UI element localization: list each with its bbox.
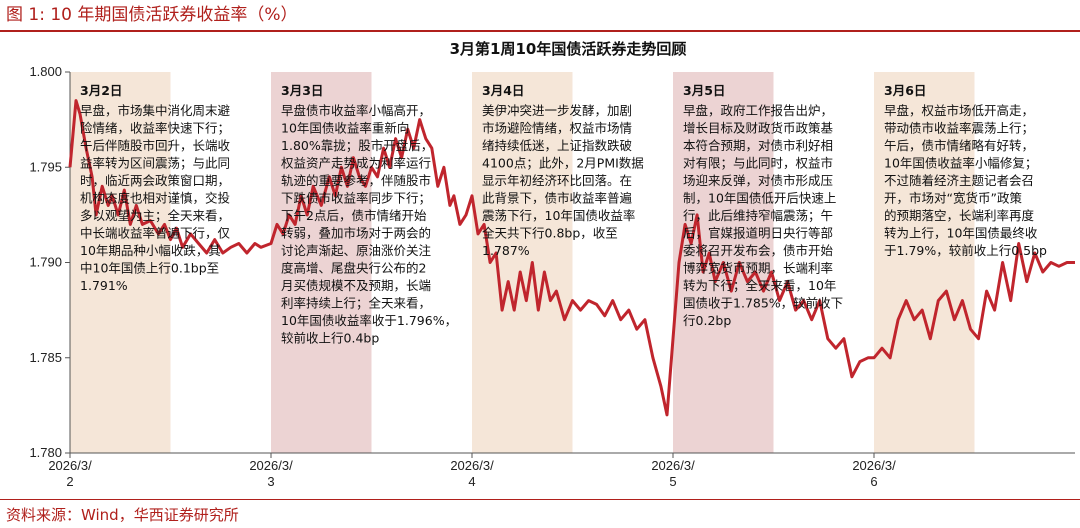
x-tick-label: 3	[267, 474, 274, 489]
annotation-date: 3月6日	[884, 83, 926, 98]
annotation-line: 早盘，权益市场低开高走，	[884, 103, 1034, 118]
annotation-line: 较前收上行0.4bp	[281, 331, 379, 346]
annotation-line: 讨论声渐起、原油涨价关注	[281, 243, 432, 258]
annotation-line: 绪持续低迷，上证指数跌破	[482, 138, 632, 153]
x-tick-label: 2	[66, 474, 73, 489]
title-rule	[0, 30, 1080, 32]
annotation-line: 10年国债收益率重新向	[281, 121, 409, 136]
x-tick-label: 6	[870, 474, 877, 489]
band-0	[70, 72, 171, 453]
annotation-line: 早盘，政府工作报告出炉，	[683, 103, 833, 118]
annotation-line: 4100点；此外，2月PMI数据	[482, 156, 644, 171]
x-tick-label: 2026/3/	[48, 458, 92, 473]
annotation-line: 10年国债收益率收于1.796%，	[281, 313, 457, 328]
annotation-line: 1.80%靠拢；股市开盘后，	[281, 138, 433, 153]
annotation-line: 带动债市收益率震荡上行；	[884, 121, 1034, 136]
annotation-line: 委将召开发布会，债市开始	[683, 243, 834, 258]
annotation-line: 午后，债市情绪略有好转，	[884, 138, 1034, 153]
y-tick-label: 1.795	[29, 159, 62, 174]
annotation-line: 险情绪，收益率快速下行；	[80, 121, 230, 136]
annotation-date: 3月2日	[80, 83, 122, 98]
band-5	[572, 72, 673, 453]
yield-line-chart: 3月第1周10年国债活跃券走势回顾 1.800 1.795 1.790 1.785 1.…	[29, 40, 1075, 489]
annotation-line: 全天共下行0.8bp，收至	[482, 226, 618, 241]
annotation-line: 行，此后维持窄幅震荡；午	[683, 208, 833, 223]
annotation-line: 度高增、尾盘央行公布的2	[281, 261, 426, 276]
annotation-line: 增长目标及财政货币政策基	[683, 121, 834, 136]
series-line-0	[68, 99, 1075, 417]
annotation-line: 于1.79%，较前收上行0.5bp	[884, 243, 1047, 258]
x-tick-label: 2026/3/	[651, 458, 695, 473]
annotation-line: 不过随着经济主题记者会召	[884, 173, 1034, 188]
annotation-line: 权益资产走势成为利率运行	[281, 156, 431, 171]
annotation-line: 中10年国债上行0.1bp至	[80, 261, 219, 276]
annotation-line: 下午2点后，债市情绪开始	[281, 208, 427, 223]
x-tick-label: 2026/3/	[852, 458, 896, 473]
x-tick-label: 2026/3/	[249, 458, 293, 473]
annotation-line: 震荡下行，10年国债收益率	[482, 208, 635, 223]
annotation-line: 对有限；与此同时，权益市	[683, 156, 833, 171]
annotation-line: 早盘债市收益率小幅高开，	[281, 103, 431, 118]
annotation-line: 博弈宽货币预期，长端利率	[683, 261, 833, 276]
annotation-line: 1.787%	[482, 243, 530, 258]
annotation-line: 显示年初经济环比回落。在	[482, 173, 632, 188]
annotation-line: 开，市场对“宽货币”政策	[884, 191, 1022, 206]
y-tick-label: 1.790	[29, 255, 62, 270]
annotation-line: 场迎来反弹，对债市形成压	[683, 173, 833, 188]
annotation-line: 中长端收益率普遍下行，仅	[80, 226, 231, 241]
annotation-line: 益率转为区间震荡；与此同	[80, 156, 230, 171]
annotation-line: 多以观望为主；全天来看，	[80, 208, 230, 223]
figure-title: 图 1: 10 年期国债活跃券收益率（%）	[6, 5, 298, 25]
annotation-date: 3月3日	[281, 83, 323, 98]
annotation-line: 早盘，市场集中消化周末避	[80, 103, 231, 118]
y-tick-label: 1.800	[29, 64, 62, 79]
annotation-date: 3月5日	[683, 83, 725, 98]
band-3	[371, 72, 472, 453]
annotation-line: 此背景下，债市收益率普遍	[482, 191, 633, 206]
band-9	[974, 72, 1075, 453]
annotation-line: 10年国债收益率小幅修复；	[884, 156, 1037, 171]
annotation-line: 的预期落空，长端利率再度	[884, 208, 1035, 223]
source-note: 资料来源：Wind，华西证券研究所	[6, 506, 239, 524]
annotation-line: 国债收于1.785%，较前收下	[683, 296, 843, 311]
annotation-line: 1.791%	[80, 278, 128, 293]
annotation-line: 制，10年国债低开后快速上	[683, 191, 836, 206]
annotation-line: 转弱，叠加市场对于两会的	[281, 226, 431, 241]
x-tick-label: 4	[468, 474, 475, 489]
annotation-date: 3月4日	[482, 83, 524, 98]
annotation-line: 机构态度也相对谨慎，交投	[80, 191, 230, 206]
band-1	[170, 72, 271, 453]
y-tick-label: 1.780	[29, 445, 62, 460]
annotation-3: 3月4日美伊冲突进一步发酵，加剧市场避险情绪，权益市场情绪持续低迷，上证指数跌破…	[482, 83, 644, 258]
annotation-line: 午后伴随股市回升，长端收	[80, 138, 231, 153]
chart-title: 3月第1周10年国债活跃券走势回顾	[450, 40, 687, 58]
band-2	[271, 72, 372, 453]
annotation-line: 时，临近两会政策窗口期，	[80, 173, 230, 188]
annotation-line: 转为上行，10年国债最终收	[884, 226, 1038, 241]
band-8	[874, 72, 975, 453]
annotation-line: 10年期品种小幅收跌，其	[80, 243, 221, 258]
band-7	[773, 72, 874, 453]
y-tick-label: 1.785	[29, 350, 62, 365]
annotation-line: 下跌债市收益率同步下行；	[281, 191, 431, 206]
annotation-line: 本符合预期，对债市利好相	[683, 138, 833, 153]
annotation-line: 后，官媒报道明日央行等部	[683, 226, 833, 241]
x-tick-label: 5	[669, 474, 676, 489]
source-rule	[0, 499, 1080, 500]
annotation-line: 美伊冲突进一步发酵，加剧	[482, 103, 632, 118]
annotation-line: 轨迹的重要参考，伴随股市	[281, 173, 431, 188]
series-line-group	[68, 99, 1075, 417]
annotation-line: 行0.2bp	[683, 313, 731, 328]
x-tick-label: 2026/3/	[450, 458, 494, 473]
axes: 1.8001.7951.7901.7851.7802026/3/22026/3/…	[29, 64, 1075, 489]
annotation-line: 月买债规模不及预期，长端	[281, 278, 431, 293]
annotation-line: 利率持续上行；全天来看，	[281, 296, 431, 311]
annotation-line: 转为下行；全天来看，10年	[683, 278, 836, 293]
annotation-line: 市场避险情绪，权益市场情	[482, 121, 632, 136]
